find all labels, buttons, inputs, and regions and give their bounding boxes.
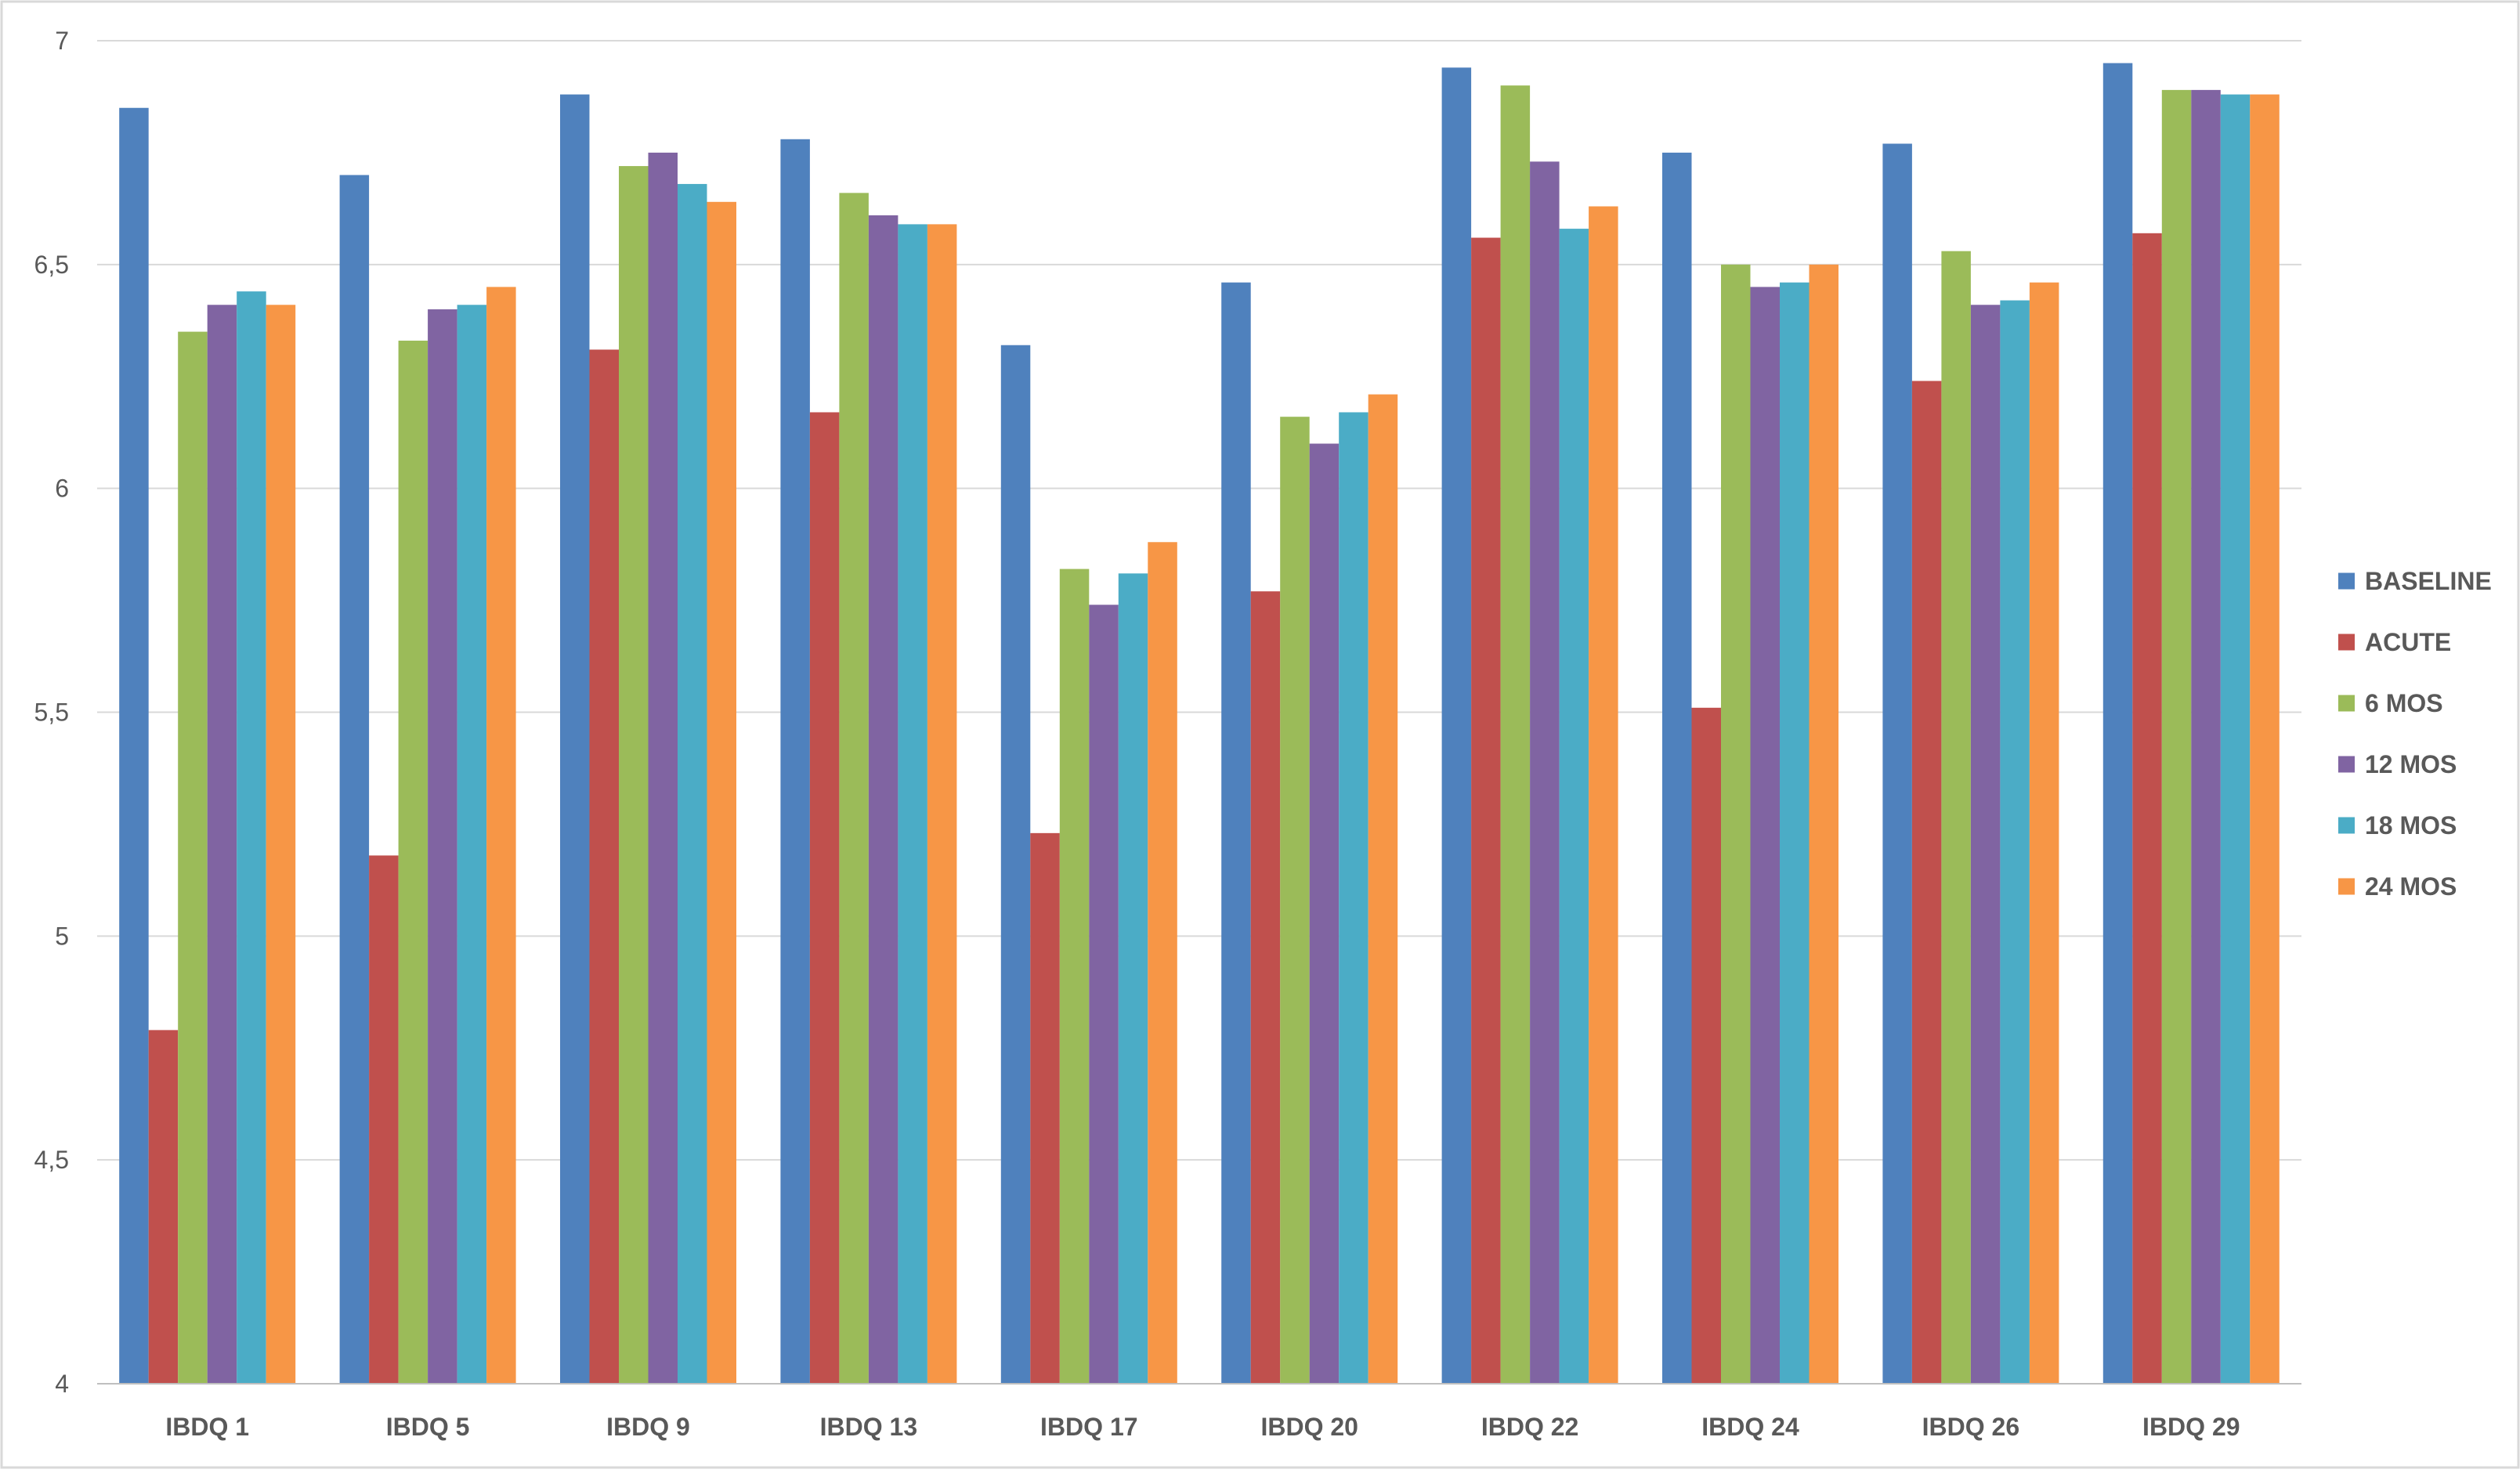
bar-6-mos [1721,264,1751,1384]
bar-18-mos [1559,229,1589,1385]
bar-18-mos [1339,412,1368,1384]
bar-baseline [1882,143,1912,1384]
bar-18-mos [237,291,266,1385]
bar-12-mos [1530,161,1560,1385]
bar-18-mos [457,305,487,1384]
y-tick-label: 5 [55,922,69,950]
bar-12-mos [2191,89,2221,1385]
bar-acute [148,1030,179,1384]
bar-24-mos [1368,394,1398,1384]
bars [119,63,2280,1385]
x-category-label: IBDQ 24 [1701,1413,1799,1441]
y-tick-label: 6,5 [34,251,69,279]
bar-12-mos [868,215,898,1385]
bar-6-mos [839,193,869,1384]
bar-baseline [1441,67,1472,1384]
x-axis-category-labels: IBDQ 1 IBDQ 5 IBDQ 9 IBDQ 13 IBDQ 17 IBDQ 20 I… [165,1413,2240,1441]
legend-label: 24 MOS [2365,872,2457,901]
legend-swatch [2338,695,2355,712]
bar-12-mos [1089,605,1119,1384]
bar-6-mos [1280,417,1310,1385]
bar-baseline [780,139,810,1385]
bar-24-mos [266,305,296,1384]
bar-12-mos [428,309,457,1384]
y-tick-label: 5,5 [34,699,69,727]
x-category-label: IBDQ 1 [165,1413,249,1441]
y-tick-label: 4 [55,1370,69,1398]
bar-acute [589,349,619,1385]
bar-6-mos [619,166,649,1385]
bar-acute [1471,237,1501,1384]
legend: BASELINE ACUTE 6 MOS 12 MOS 18 MOS 24 MOS [2338,567,2492,901]
x-category-label: IBDQ 17 [1040,1413,1137,1441]
bar-18-mos [2220,94,2251,1385]
bar-24-mos [927,224,957,1385]
bar-baseline [1662,152,1692,1385]
legend-swatch [2338,756,2355,773]
legend-label: 12 MOS [2365,750,2457,778]
bar-baseline [1000,345,1031,1384]
y-tick-label: 6 [55,475,69,503]
bar-baseline [2102,63,2133,1384]
bar-acute [1691,707,1721,1384]
bar-acute [2132,233,2162,1385]
bar-12-mos [648,152,678,1385]
bar-18-mos [898,224,927,1385]
bar-acute [369,855,399,1384]
y-tick-label: 4,5 [34,1146,69,1174]
bar-12-mos [207,305,237,1384]
x-category-label: IBDQ 22 [1481,1413,1578,1441]
bar-baseline [560,94,590,1385]
legend-label: 6 MOS [2365,689,2443,717]
y-axis-tick-labels: 4 4,5 5 5,5 6 6,5 7 [34,27,69,1398]
x-category-label: IBDQ 26 [1922,1413,2019,1441]
x-category-label: IBDQ 20 [1260,1413,1358,1441]
bar-6-mos [1500,85,1531,1385]
bar-24-mos [1589,206,1618,1385]
legend-label: ACUTE [2365,628,2451,656]
legend-swatch [2338,817,2355,834]
legend-label: 18 MOS [2365,811,2457,839]
legend-swatch [2338,878,2355,895]
bar-24-mos [1148,542,1177,1385]
bar-acute [1030,832,1060,1384]
legend-swatch [2338,572,2355,590]
bar-baseline [119,107,149,1384]
bar-24-mos [707,201,736,1384]
bar-24-mos [2029,282,2059,1385]
x-category-label: IBDQ 9 [606,1413,690,1441]
bar-acute [1250,591,1281,1384]
bar-baseline [1221,282,1251,1385]
bar-6-mos [1059,569,1090,1384]
bar-18-mos [1780,282,1810,1385]
legend-label: BASELINE [2365,567,2492,595]
bar-6-mos [178,331,208,1384]
bar-12-mos [1970,305,2001,1384]
bar-12-mos [1309,443,1340,1384]
bar-18-mos [678,183,707,1384]
y-tick-label: 7 [55,27,69,55]
legend-swatch [2338,634,2355,651]
x-category-label: IBDQ 29 [2142,1413,2240,1441]
bar-acute [1911,381,1942,1384]
bar-24-mos [486,287,516,1385]
x-category-label: IBDQ 13 [820,1413,917,1441]
bar-24-mos [1809,264,1838,1384]
bar-6-mos [2161,89,2192,1385]
bar-18-mos [2000,300,2030,1385]
bar-24-mos [2250,94,2280,1385]
bar-baseline [339,175,370,1384]
bar-6-mos [398,341,428,1385]
bar-6-mos [1941,251,1971,1384]
bar-18-mos [1118,573,1148,1384]
bar-12-mos [1750,287,1780,1385]
bar-acute [809,412,840,1384]
x-category-label: IBDQ 5 [386,1413,470,1441]
